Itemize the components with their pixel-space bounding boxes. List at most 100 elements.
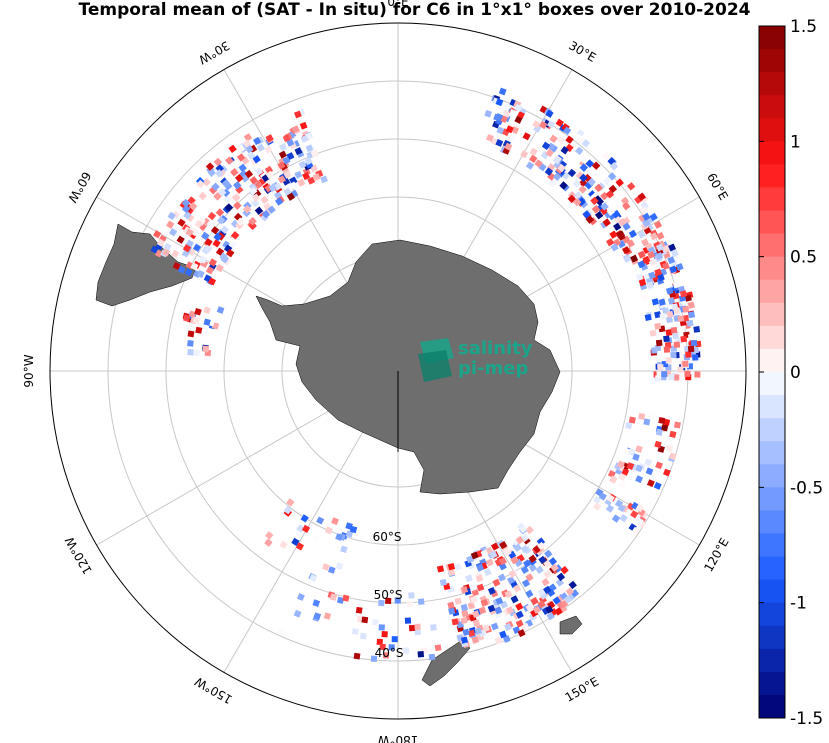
data-box (529, 154, 538, 164)
data-box (242, 205, 252, 214)
colorbar-cell (759, 372, 785, 396)
data-box (208, 277, 217, 286)
data-box (544, 167, 554, 176)
data-box (504, 142, 513, 151)
data-box (430, 624, 437, 631)
logo-line-2: pi-mep (458, 358, 529, 379)
data-box (572, 197, 582, 207)
data-box (514, 104, 523, 112)
data-box (408, 624, 416, 632)
data-box (637, 260, 646, 269)
data-box (654, 344, 662, 352)
data-box (685, 351, 692, 358)
data-box (256, 143, 265, 152)
data-box (183, 211, 192, 220)
data-box (541, 141, 551, 150)
data-box (460, 636, 469, 644)
data-box (544, 549, 553, 559)
data-box (637, 250, 646, 259)
data-box (203, 318, 211, 326)
data-box (507, 132, 516, 141)
data-box (622, 201, 631, 211)
data-box (340, 545, 348, 554)
data-box (470, 596, 478, 604)
data-box (655, 243, 664, 252)
data-box (665, 444, 674, 453)
data-box (668, 243, 677, 252)
antarctica-shape (255, 239, 561, 495)
colorbar-cell (759, 95, 785, 119)
colorbar-cell (759, 418, 785, 442)
data-box (667, 256, 676, 265)
data-box (640, 201, 649, 210)
data-box (414, 609, 422, 617)
data-box (447, 563, 456, 571)
data-box (316, 516, 325, 525)
data-box (198, 191, 207, 201)
data-box (669, 452, 677, 461)
data-box (649, 329, 657, 337)
data-box (485, 558, 494, 567)
data-box (537, 588, 546, 597)
data-box (279, 540, 288, 549)
data-box (653, 220, 663, 229)
data-box (476, 563, 485, 572)
data-box (578, 185, 587, 194)
data-box (499, 541, 508, 550)
data-box (673, 374, 680, 381)
colorbar-cell (759, 49, 785, 73)
data-box (153, 230, 162, 239)
data-box (621, 246, 631, 255)
logo-mark-icon (418, 338, 454, 382)
data-box (486, 133, 494, 142)
colorbar-cell (759, 141, 785, 165)
data-box (545, 109, 554, 118)
data-box (514, 115, 523, 124)
data-box (215, 208, 225, 217)
data-box (618, 218, 627, 227)
data-box (557, 163, 566, 173)
colorbar-cell (759, 26, 785, 50)
data-box (598, 492, 607, 501)
data-box (638, 412, 646, 420)
data-box (475, 574, 484, 583)
data-box (630, 254, 639, 263)
data-box (404, 617, 412, 624)
data-box (289, 176, 298, 185)
data-box (648, 271, 656, 280)
data-box (658, 298, 666, 306)
data-box (162, 248, 171, 257)
data-box (495, 138, 504, 147)
data-box (487, 604, 496, 613)
data-box (297, 178, 306, 187)
data-box (381, 631, 388, 638)
data-box (623, 254, 632, 263)
data-box (545, 148, 554, 158)
data-box (376, 638, 383, 646)
data-box (682, 305, 690, 313)
data-box (594, 211, 604, 220)
data-box (235, 173, 244, 183)
data-box (466, 555, 474, 564)
data-box (563, 595, 573, 604)
data-box (659, 313, 667, 321)
data-box (434, 644, 442, 652)
data-box (581, 139, 591, 148)
colorbar-tick-label: 1 (790, 132, 801, 152)
data-box (190, 298, 199, 307)
data-box (184, 268, 193, 277)
data-box (353, 652, 361, 660)
data-box (655, 252, 664, 261)
data-box (643, 418, 651, 426)
data-box (462, 628, 470, 636)
data-box (601, 151, 611, 160)
data-box (494, 606, 503, 615)
data-box (274, 197, 284, 206)
data-box (277, 175, 286, 184)
data-box (236, 153, 246, 162)
data-box (649, 232, 658, 241)
colorbar-cell (759, 579, 785, 604)
data-box (525, 589, 534, 598)
data-box (312, 599, 321, 607)
